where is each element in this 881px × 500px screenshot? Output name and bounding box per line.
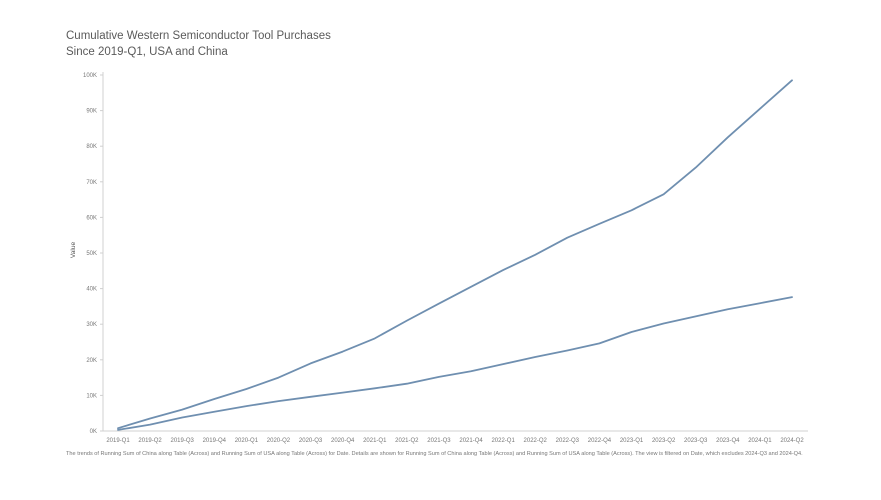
series-line-1 [117,79,793,430]
y-tick-label: 70K [86,180,97,186]
y-tick-label: 20K [86,358,97,364]
x-tick-label: 2021-Q4 [459,438,483,444]
x-tick-label: 2022-Q1 [491,438,515,444]
x-tick-label: 2023-Q3 [684,438,708,444]
y-tick-label: 30K [86,322,97,328]
chart-footnote: The trends of Running Sum of China along… [66,451,803,457]
x-axis: 2019-Q1 2019-Q2 2019-Q3 2019-Q4 2020-Q1 2020-… [103,430,808,444]
x-tick-label: 2024-Q2 [780,438,804,444]
x-tick-label: 2020-Q4 [331,438,355,444]
y-axis: 0K 10K 20K 30K 40K 50K 60K 70K 80K 90K 100K [83,72,104,435]
x-tick-label: 2023-Q2 [652,438,676,444]
y-tick-label: 80K [86,144,97,150]
x-tick-label: 2020-Q2 [267,438,291,444]
x-tick-label: 2022-Q2 [524,438,548,444]
x-tick-label: 2019-Q2 [138,438,162,444]
x-tick-label: 2021-Q1 [363,438,387,444]
y-tick-label: 40K [86,287,97,293]
y-tick-label: 50K [86,251,97,257]
x-tick-label: 2024-Q1 [748,438,772,444]
series-line-2 [117,296,793,431]
x-tick-label: 2020-Q1 [235,438,259,444]
x-tick-label: 2020-Q3 [299,438,323,444]
x-tick-label: 2019-Q4 [203,438,227,444]
y-axis-label: Value [70,242,77,259]
chart-title: Cumulative Western Semiconductor Tool Pu… [66,30,331,42]
series-lines [117,79,793,431]
y-tick-label: 90K [86,109,97,115]
x-tick-label: 2019-Q1 [106,438,130,444]
y-tick-label: 100K [83,73,97,79]
x-tick-label: 2021-Q2 [395,438,419,444]
x-tick-label: 2021-Q3 [427,438,451,444]
x-tick-label: 2023-Q1 [620,438,644,444]
x-tick-label: 2019-Q3 [171,438,195,444]
x-tick-label: 2022-Q4 [588,438,612,444]
chart-title-block: Cumulative Western Semiconductor Tool Pu… [66,28,331,60]
y-tick-label: 0K [90,429,97,435]
y-tick-label: 10K [86,393,97,399]
y-tick-label: 60K [86,215,97,221]
chart-subtitle: Since 2019-Q1, USA and China [66,46,228,58]
x-tick-label: 2022-Q3 [556,438,580,444]
x-tick-label: 2023-Q4 [716,438,740,444]
